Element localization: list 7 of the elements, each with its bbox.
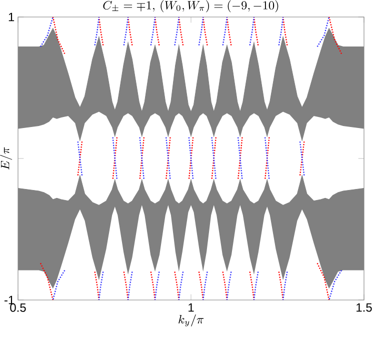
x-tick-label: 1 <box>188 303 194 312</box>
y-tick-label: -1 <box>4 296 14 304</box>
x-tick-label: 1.5 <box>356 303 372 312</box>
x-axis-title: $k_y/\pi$ <box>178 314 204 326</box>
y-axis-title: $E/\pi$ <box>0 147 12 170</box>
chart-title: $C_{\pm} = \mp 1,\, (W_0, W_\pi) = (-9, -10)$ <box>103 0 278 12</box>
x-tick-label: 0.5 <box>10 303 26 312</box>
